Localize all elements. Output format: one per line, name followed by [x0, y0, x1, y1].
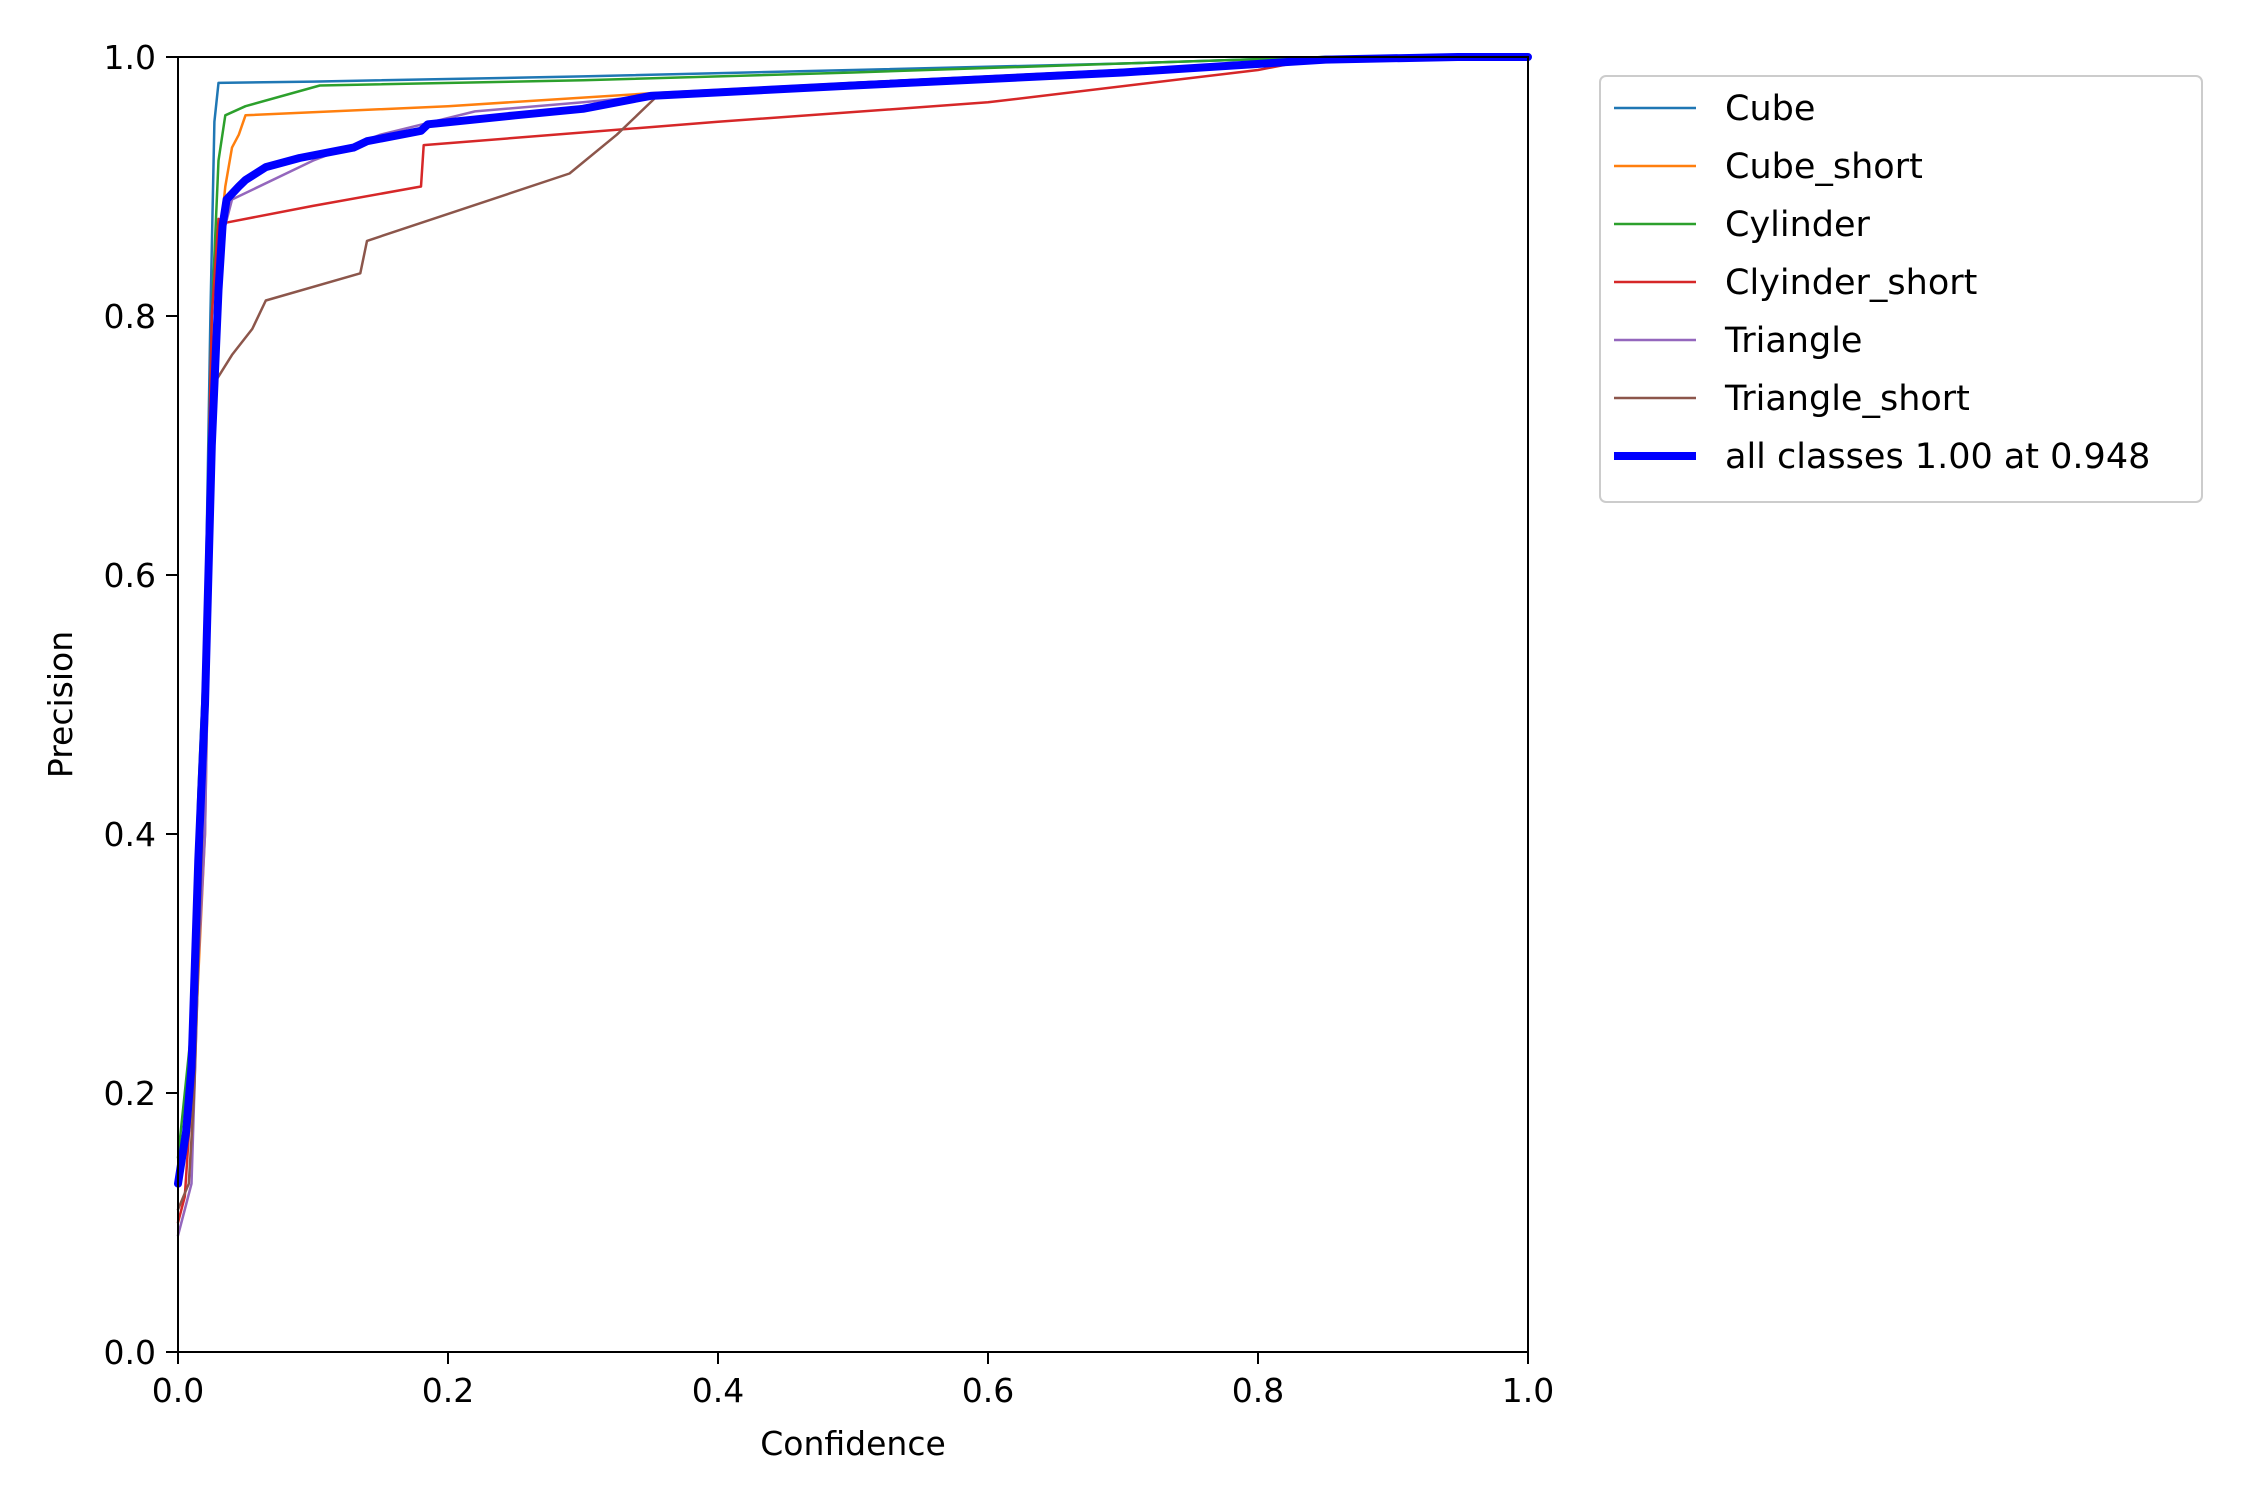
series-lines — [174, 53, 1532, 1237]
legend-label: Cube — [1725, 89, 1815, 129]
legend-label: all classes 1.00 at 0.948 — [1725, 437, 2150, 477]
x-tick-label: 0.6 — [962, 1371, 1014, 1410]
x-axis-label: Confidence — [760, 1424, 946, 1463]
tick-marks: 0.0 0.2 0.4 0.6 0.8 1.0 0.0 0.2 0.4 0.6 0.8 1.0 — [104, 38, 1555, 1410]
x-tick-label: 0.4 — [692, 1371, 744, 1410]
legend-label: Cube_short — [1725, 147, 1923, 187]
y-tick-label: 1.0 — [104, 38, 156, 77]
series-line-3 — [176, 55, 1530, 1224]
series-line-1 — [176, 55, 1530, 1185]
legend-label: Triangle_short — [1724, 379, 1970, 419]
y-tick-label: 0.0 — [104, 1333, 156, 1372]
x-tick-label: 0.2 — [422, 1371, 474, 1410]
y-tick-label: 0.4 — [104, 815, 156, 854]
legend-label: Clyinder_short — [1725, 263, 1977, 303]
x-tick-label: 0.0 — [152, 1371, 204, 1410]
legend-label: Triangle — [1724, 321, 1862, 361]
legend-box — [1599, 75, 2203, 503]
plot-frame — [177, 56, 1529, 1353]
series-line-0 — [176, 55, 1530, 1172]
legend-label: Cylinder — [1725, 205, 1871, 245]
y-tick-label: 0.2 — [104, 1074, 156, 1113]
x-tick-label: 1.0 — [1502, 1371, 1554, 1410]
series-line-6 — [174, 53, 1532, 1188]
series-line-2 — [176, 55, 1530, 1160]
series-line-4 — [176, 55, 1530, 1237]
legend: Cube Cube_short Cylinder Clyinder_short Tria… — [1599, 75, 2203, 503]
x-tick-label: 0.8 — [1232, 1371, 1284, 1410]
series-line-5 — [176, 55, 1530, 1211]
y-tick-label: 0.6 — [104, 556, 156, 595]
y-tick-label: 0.8 — [104, 297, 156, 336]
y-axis-label: Precision — [41, 631, 80, 778]
